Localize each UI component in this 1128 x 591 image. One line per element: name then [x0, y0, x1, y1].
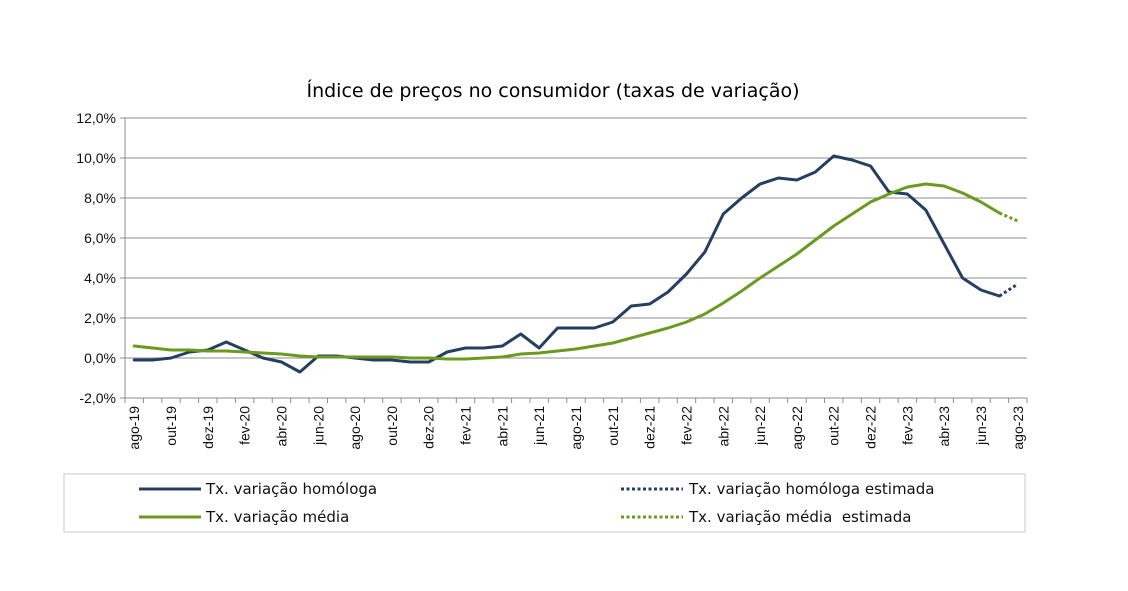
y-tick-label: 0,0%: [84, 350, 116, 366]
series-line-2: [132, 182, 1001, 361]
series-line-3: [998, 211, 1019, 223]
x-tick-label: fev-21: [458, 406, 474, 445]
x-tick-label: abr-22: [715, 406, 731, 447]
y-tick-label: 8,0%: [84, 190, 116, 206]
x-tick-label: fev-23: [899, 406, 915, 445]
x-tick-label: dez-21: [642, 406, 658, 449]
x-tick-label: abr-21: [494, 406, 510, 447]
x-tick-label: jun-20: [310, 406, 326, 446]
x-tick-label: out-21: [605, 406, 621, 446]
x-tick-label: jun-23: [973, 406, 989, 446]
legend-label-media: Tx. variação média: [205, 508, 349, 526]
x-tick-label: abr-20: [273, 406, 289, 447]
x-tick-label: dez-22: [863, 406, 879, 449]
chart-title: Índice de preços no consumidor (taxas de…: [306, 79, 799, 102]
x-tick-label: out-22: [826, 406, 842, 446]
x-tick-label: ago-23: [1010, 406, 1026, 450]
x-tick-label: dez-19: [200, 406, 216, 449]
legend-label-homologa-estimada: Tx. variação homóloga estimada: [688, 480, 934, 498]
series-line-0: [132, 154, 1001, 374]
y-axis: -2,0% 0,0% 2,0% 4,0% 6,0% 8,0% 10,0% 12,0%: [76, 110, 126, 406]
x-tick-label: jun-21: [531, 406, 547, 446]
x-tick-label: abr-23: [936, 406, 952, 447]
y-tick-label: 12,0%: [76, 110, 116, 126]
x-tick-label: ago-20: [347, 406, 363, 450]
series-group: [132, 154, 1019, 374]
x-tick-label: jun-22: [752, 406, 768, 446]
y-tick-label: 6,0%: [84, 230, 116, 246]
x-tick-label: fev-20: [237, 406, 253, 445]
grid-lines: [125, 117, 1027, 399]
y-tick-label: 4,0%: [84, 270, 116, 286]
legend: Tx. variação homóloga Tx. variação homól…: [63, 473, 1026, 533]
x-tick-label: ago-21: [568, 406, 584, 450]
legend-label-homologa: Tx. variação homóloga: [205, 480, 377, 498]
series-line-1: [998, 282, 1019, 298]
y-tick-label: 2,0%: [84, 310, 116, 326]
y-tick-label: 10,0%: [76, 150, 116, 166]
x-tick-label: out-20: [384, 406, 400, 446]
legend-label-media-estimada: Tx. variação média estimada: [688, 508, 911, 526]
x-tick-label: out-19: [163, 406, 179, 446]
x-axis: ago-19 out-19 dez-19 fev-20 abr-20 jun-20 ago-…: [124, 398, 1028, 450]
y-tick-label: -2,0%: [79, 390, 116, 406]
x-tick-label: ago-19: [126, 406, 142, 450]
legend-box: [63, 473, 1026, 533]
x-tick-label: fev-22: [678, 406, 694, 445]
x-tick-label: dez-20: [421, 406, 437, 449]
x-tick-label: ago-22: [789, 406, 805, 450]
